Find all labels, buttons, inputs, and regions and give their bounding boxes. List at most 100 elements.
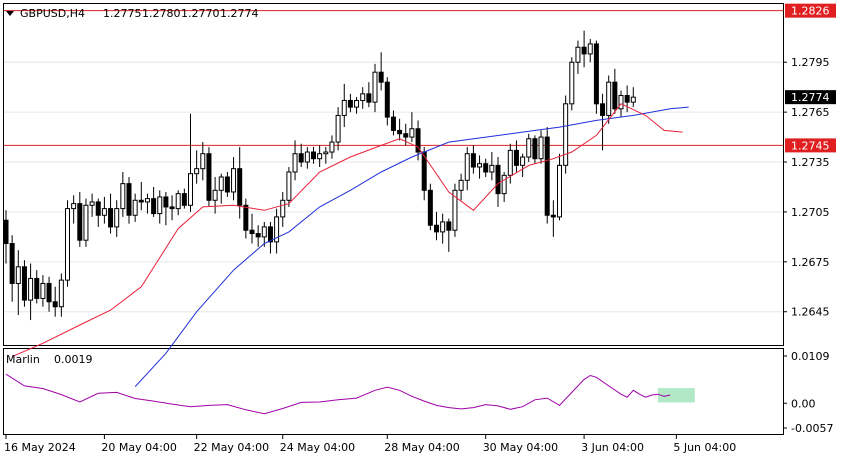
candle[interactable] [188, 113, 193, 212]
candle[interactable] [126, 176, 132, 224]
candle[interactable] [495, 157, 501, 207]
candle[interactable] [144, 193, 150, 214]
candle[interactable] [427, 183, 433, 231]
candle[interactable] [95, 198, 101, 227]
candle[interactable] [274, 208, 280, 254]
candle[interactable] [83, 198, 89, 247]
candle[interactable] [114, 200, 120, 237]
candle[interactable] [563, 95, 569, 174]
candle[interactable] [501, 172, 507, 202]
candle[interactable] [28, 263, 34, 321]
candle[interactable] [34, 270, 40, 304]
candle[interactable] [397, 118, 403, 141]
candle[interactable] [15, 250, 21, 316]
candle[interactable] [440, 213, 446, 244]
candle[interactable] [526, 133, 532, 163]
candle[interactable] [40, 275, 46, 307]
candle[interactable] [280, 191, 286, 227]
candle[interactable] [261, 221, 267, 247]
candle[interactable] [46, 276, 52, 312]
candle[interactable] [612, 68, 618, 114]
candle[interactable] [163, 191, 169, 226]
candle[interactable] [513, 140, 519, 173]
candle[interactable] [372, 63, 378, 113]
candle[interactable] [194, 150, 200, 184]
candle[interactable] [593, 40, 599, 114]
candle[interactable] [120, 172, 126, 217]
candle[interactable] [470, 145, 476, 174]
candle[interactable] [101, 196, 107, 224]
candle[interactable] [108, 193, 114, 234]
candle[interactable] [231, 157, 237, 201]
candle[interactable] [600, 93, 606, 151]
candle[interactable] [575, 40, 581, 74]
candle[interactable] [390, 110, 396, 136]
candle[interactable] [200, 142, 206, 181]
candle[interactable] [360, 87, 366, 109]
candle[interactable] [544, 127, 550, 224]
candle[interactable] [267, 221, 273, 254]
candle[interactable] [286, 167, 292, 207]
candle[interactable] [181, 188, 187, 209]
candle[interactable] [477, 155, 483, 179]
candle[interactable] [58, 273, 64, 317]
price-axis[interactable]: 1.2795 1.2765 1.2735 1.2705 1.2675 1.2645 1.28… [783, 3, 836, 319]
candle[interactable] [157, 190, 163, 224]
time-axis[interactable]: 16 May 2024 20 May 04:00 22 May 04:00 24 Ma… [4, 435, 736, 454]
candle[interactable] [630, 87, 636, 108]
candle[interactable] [347, 93, 353, 113]
candle[interactable] [311, 147, 316, 164]
candle[interactable] [532, 135, 538, 164]
candle[interactable] [354, 97, 360, 114]
candle[interactable] [292, 140, 298, 181]
candle[interactable] [255, 225, 261, 247]
candle[interactable] [218, 173, 224, 204]
candle[interactable] [206, 147, 212, 207]
candle[interactable] [366, 82, 372, 108]
candle[interactable] [52, 286, 58, 317]
candle[interactable] [169, 195, 175, 221]
candle[interactable] [335, 107, 341, 151]
candle[interactable] [132, 193, 138, 222]
candle[interactable] [569, 57, 575, 111]
candle[interactable] [89, 193, 95, 217]
candle[interactable] [507, 143, 513, 184]
candle[interactable] [224, 172, 230, 197]
candle[interactable] [452, 183, 458, 237]
candle[interactable] [415, 120, 421, 161]
candle[interactable] [175, 190, 181, 216]
candle[interactable] [464, 147, 470, 191]
candle[interactable] [212, 176, 218, 214]
candle[interactable] [77, 191, 83, 247]
candle[interactable] [550, 200, 556, 237]
candle[interactable] [3, 210, 9, 264]
candle[interactable] [298, 143, 304, 168]
candlesticks[interactable] [3, 30, 636, 321]
candle[interactable] [243, 198, 249, 239]
candle[interactable] [323, 147, 329, 164]
candle[interactable] [304, 147, 310, 169]
candle[interactable] [489, 152, 495, 181]
candle[interactable] [341, 83, 347, 128]
candle[interactable] [249, 213, 255, 244]
candle[interactable] [581, 30, 587, 68]
candle[interactable] [9, 235, 15, 302]
candle[interactable] [65, 200, 70, 287]
candle[interactable] [624, 85, 630, 113]
candle[interactable] [458, 173, 464, 201]
candle[interactable] [483, 158, 489, 177]
candle[interactable] [434, 211, 439, 241]
candle[interactable] [446, 218, 452, 252]
candle[interactable] [606, 75, 612, 124]
candle[interactable] [21, 260, 27, 307]
candle[interactable] [587, 38, 593, 63]
candle[interactable] [384, 77, 390, 126]
candle[interactable] [71, 195, 77, 224]
candle[interactable] [138, 181, 144, 211]
candle[interactable] [520, 153, 526, 177]
candle[interactable] [378, 52, 384, 91]
dropdown-triangle-icon[interactable] [6, 11, 14, 16]
candle[interactable] [329, 135, 335, 159]
candle[interactable] [538, 130, 544, 164]
